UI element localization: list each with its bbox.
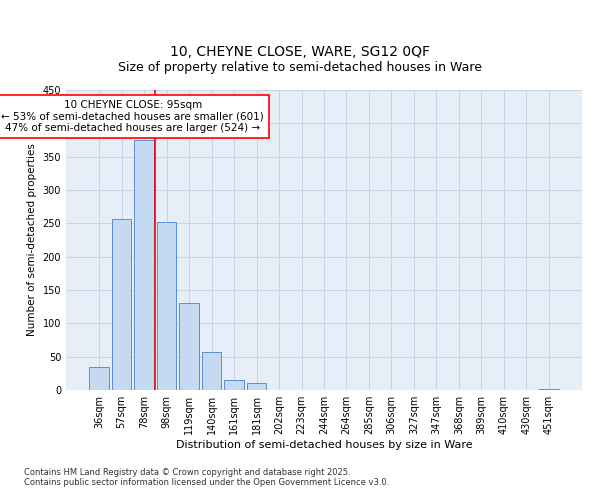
Bar — [202, 352, 221, 390]
Bar — [224, 380, 244, 390]
Bar — [179, 304, 199, 390]
Text: 10 CHEYNE CLOSE: 95sqm
← 53% of semi-detached houses are smaller (601)
47% of se: 10 CHEYNE CLOSE: 95sqm ← 53% of semi-det… — [1, 100, 264, 133]
Text: Contains HM Land Registry data © Crown copyright and database right 2025.
Contai: Contains HM Land Registry data © Crown c… — [24, 468, 389, 487]
Bar — [112, 218, 131, 390]
Y-axis label: Number of semi-detached properties: Number of semi-detached properties — [27, 144, 37, 336]
Bar — [539, 388, 559, 390]
Bar — [247, 384, 266, 390]
Text: 10, CHEYNE CLOSE, WARE, SG12 0QF: 10, CHEYNE CLOSE, WARE, SG12 0QF — [170, 46, 430, 60]
Text: Size of property relative to semi-detached houses in Ware: Size of property relative to semi-detach… — [118, 61, 482, 74]
X-axis label: Distribution of semi-detached houses by size in Ware: Distribution of semi-detached houses by … — [176, 440, 472, 450]
Bar — [89, 366, 109, 390]
Bar — [134, 140, 154, 390]
Bar — [157, 222, 176, 390]
